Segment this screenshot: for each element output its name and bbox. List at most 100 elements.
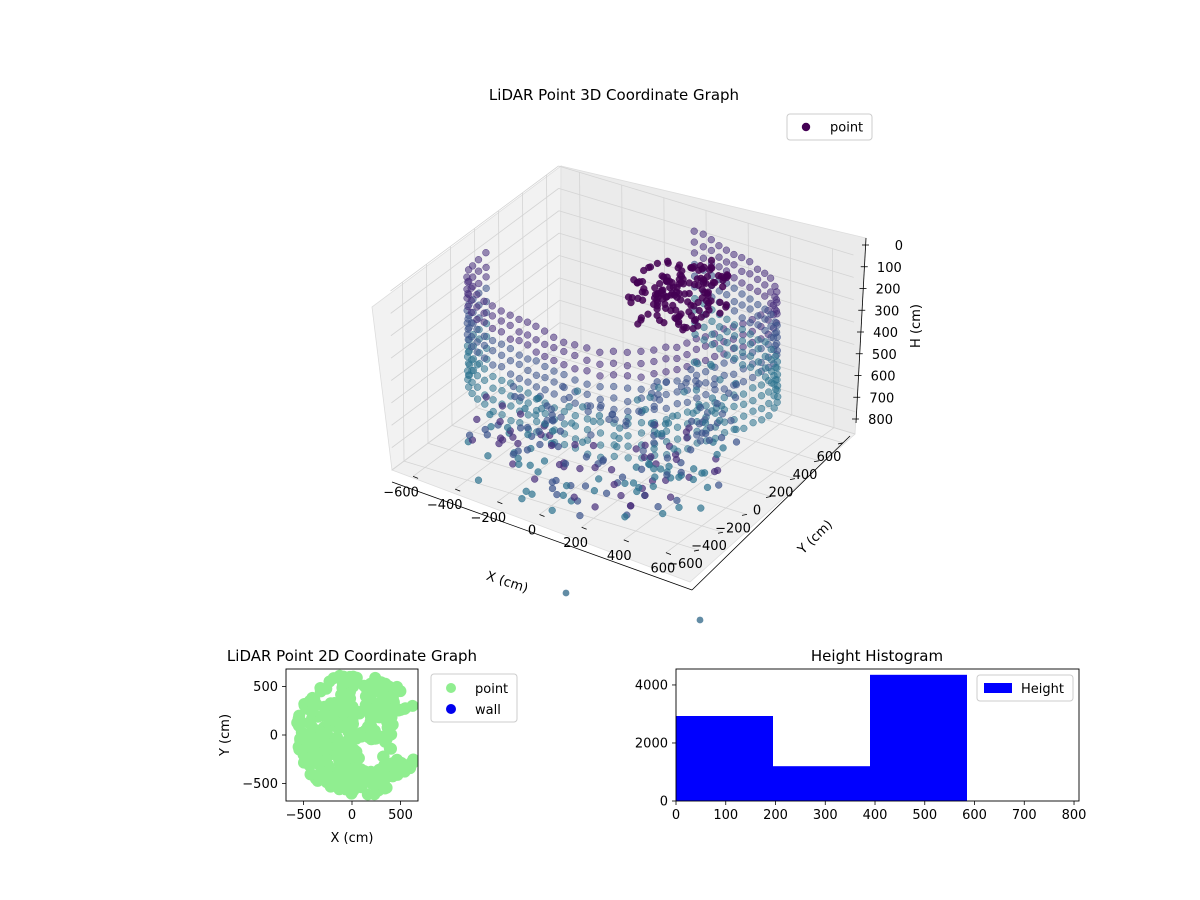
histogram-bar [870,674,967,801]
point-marker-3d [617,491,625,500]
point-marker-3d [723,315,731,323]
point-marker-3d [730,297,738,306]
point-marker-3d [761,292,769,300]
point-marker-3d [655,383,663,392]
point-marker-3d [473,372,482,380]
point-marker-3d [716,345,724,353]
point-marker-3d [541,386,549,394]
point-marker-3d [547,405,556,414]
point-marker-3d [560,347,568,356]
point-marker-3d [637,347,645,356]
point-marker-3d [673,354,681,363]
point-marker-3d [687,417,696,425]
point-marker-3d [627,502,635,510]
y-tick-label-2d: −500 [242,777,278,792]
point-marker-3d [715,242,723,250]
point-marker-3d [711,352,719,361]
point-marker-3d [515,328,523,336]
point-marker-3d [767,356,775,364]
point-marker-3d [590,487,599,495]
point-marker-3d [596,383,604,391]
point-marker-3d [540,457,549,465]
point-marker-3d [583,390,591,399]
point-marker-3d [583,344,591,352]
point-marker-3d [589,417,598,426]
point-marker-3d [633,279,641,287]
point-marker-2d [341,764,354,777]
point-marker-3d [696,616,704,624]
point-marker-2d [354,763,367,776]
point-marker-3d [482,273,490,281]
point-marker-3d [506,335,515,343]
legend-3d-label: point [830,121,863,136]
point-marker-3d [702,379,710,387]
point-marker-2d [320,727,333,740]
point-marker-3d [650,465,658,473]
point-marker-3d [698,265,706,273]
legend-2d: point wall [430,673,518,723]
point-marker-3d [464,325,472,333]
y-tick-label-3d: 600 [817,450,842,465]
point-marker-3d [641,288,649,297]
point-marker-3d [754,300,762,309]
point-marker-3d [627,298,635,307]
point-marker-3d [707,246,716,255]
point-marker-3d [597,401,605,410]
point-marker-3d [468,367,476,375]
point-marker-3d [497,340,506,348]
x-axis-label-3d: X (cm) [484,569,530,597]
point-marker-3d [722,246,731,254]
point-marker-3d [673,283,681,292]
point-marker-3d [560,361,568,369]
chart-histogram: Height Histogram 0 100 200 300 400 500 600 700 8… [635,647,1087,823]
point-marker-3d [571,351,579,360]
point-marker-3d [761,281,769,289]
point-marker-3d [468,378,476,386]
point-marker-3d [659,509,667,518]
point-marker-3d [767,345,775,354]
point-marker-3d [699,254,708,262]
y-tick-label-histogram: 0 [660,795,668,810]
point-marker-3d [560,370,568,379]
point-marker-3d [689,264,697,272]
point-marker-3d [697,504,705,512]
point-marker-2d [404,762,417,775]
x-tick-label-3d: −400 [427,498,463,513]
point-marker-3d [663,471,671,479]
point-marker-3d [524,341,532,349]
point-marker-3d [532,383,541,391]
point-cloud-2d [291,669,418,801]
point-marker-3d [497,328,506,336]
point-marker-3d [673,343,681,352]
histogram-bar [676,716,773,801]
point-marker-3d [623,372,632,380]
point-marker-3d [464,266,473,274]
point-marker-2d [323,675,336,688]
point-marker-3d [560,407,568,416]
y-tick-label-3d: 0 [753,504,761,519]
legend-histogram-frame [976,674,1074,702]
point-marker-3d [651,284,659,292]
point-marker-3d [749,407,757,415]
point-marker-3d [576,464,584,473]
point-marker-3d [690,227,698,235]
point-marker-3d [689,475,697,484]
point-marker-3d [679,326,687,334]
point-marker-3d [596,348,604,356]
point-marker-3d [690,465,698,473]
point-marker-3d [687,365,695,374]
point-marker-3d [497,307,505,315]
point-marker-3d [524,389,532,397]
point-marker-3d [710,380,718,389]
point-marker-3d [515,360,523,369]
point-marker-3d [720,393,728,402]
point-marker-3d [550,343,558,352]
point-marker-3d [713,466,722,475]
y-tick-label-histogram: 2000 [635,736,668,751]
y-tick-label-3d: 200 [769,486,794,501]
point-marker-3d [507,402,515,410]
point-marker-3d [738,337,747,345]
point-marker-2d [320,754,333,767]
point-marker-3d [480,365,489,373]
